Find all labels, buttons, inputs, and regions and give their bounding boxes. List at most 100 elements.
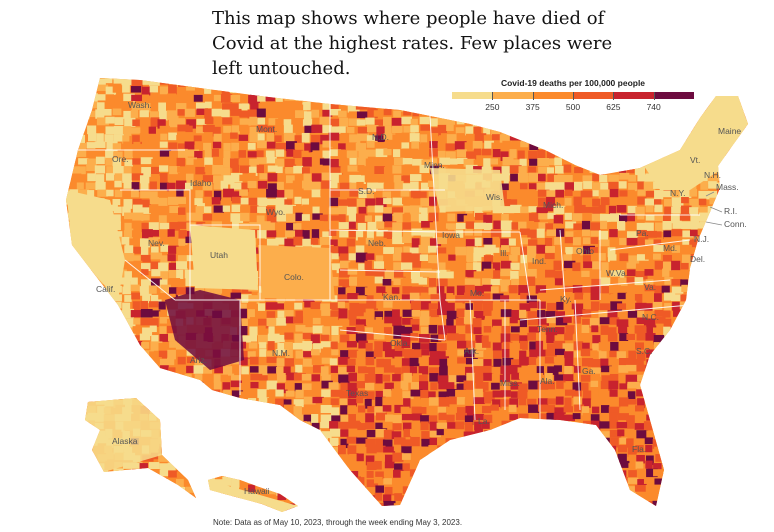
county-cell [139,110,149,118]
county-cell [718,351,728,358]
county-cell [663,318,672,328]
county-cell [285,445,297,456]
county-cell [438,486,447,493]
county-cell [555,293,564,300]
county-cell [492,110,501,118]
county-cell [490,286,499,294]
county-cell [66,78,67,84]
county-cell [527,276,536,286]
county-cell [464,415,474,425]
county-cell [625,78,634,85]
county-cell [617,429,625,437]
county-cell [250,373,263,381]
county-cell [330,446,339,454]
county-cell [571,476,580,486]
county-cell [510,141,522,149]
county-cell [176,389,186,397]
county-cell [166,388,175,396]
county-cell [257,124,268,132]
county-cell [457,492,465,500]
county-cell [277,470,285,478]
county-cell [365,149,377,157]
county-cell [637,374,649,382]
county-cell [401,495,412,505]
county-cell [384,382,394,391]
county-cell [286,372,298,381]
county-cell [420,182,429,191]
county-cell [364,374,377,383]
county-cell [393,270,406,278]
county-cell [187,149,200,157]
county-cell [193,94,203,102]
county-cell [419,93,431,104]
county-cell [220,398,231,409]
county-cell [652,484,663,492]
county-cell [231,437,244,448]
county-cell [140,309,153,318]
county-cell [689,189,698,197]
county-cell [509,101,519,109]
county-cell [590,492,601,503]
county-cell [628,519,636,527]
county-cell [338,509,347,512]
county-cell [148,477,158,485]
county-cell [349,453,361,462]
county-cell [294,333,305,344]
county-cell [337,476,347,487]
county-cell [706,332,718,343]
county-cell [654,134,664,142]
county-cell [139,358,152,369]
county-cell [258,446,269,456]
county-cell [132,204,143,214]
county-cell [77,166,86,175]
county-cell [599,509,610,512]
county-cell [654,222,666,233]
county-cell [69,125,82,134]
county-cell [294,69,305,78]
county-cell [556,380,566,389]
county-cell [238,158,248,169]
county-cell [293,453,302,461]
county-cell [456,397,466,405]
county-cell [167,349,176,360]
county-cell [130,310,142,318]
county-cell [598,78,606,89]
county-cell [403,246,411,253]
county-cell [654,374,663,382]
county-cell [430,508,439,512]
county-cell [474,445,482,456]
county-cell [421,78,432,82]
county-cell [573,396,582,405]
county-cell [330,167,343,176]
county-cell [599,437,610,447]
county-cell [699,301,712,309]
county-cell [265,302,278,310]
county-cell [250,381,259,389]
label-del: Del. [690,254,705,264]
county-cell [248,301,257,310]
county-cell [212,69,224,76]
county-cell [601,500,613,510]
county-cell [718,493,727,501]
county-cell [268,118,279,125]
county-cell [457,485,465,492]
county-cell [86,485,97,496]
county-cell [212,165,224,175]
county-cell [473,327,482,335]
county-cell [76,182,84,190]
county-cell [519,518,529,524]
county-cell [213,116,223,127]
county-cell [286,325,296,336]
county-cell [115,510,126,512]
county-cell [600,462,613,473]
county-cell [753,357,762,365]
county-cell [247,109,258,119]
county-cell [564,493,575,503]
county-cell [411,102,419,112]
county-cell [466,262,474,270]
county-cell [346,436,358,444]
county-cell [700,493,709,500]
county-cell [313,487,321,497]
county-cell [383,109,392,116]
county-cell [590,420,601,431]
